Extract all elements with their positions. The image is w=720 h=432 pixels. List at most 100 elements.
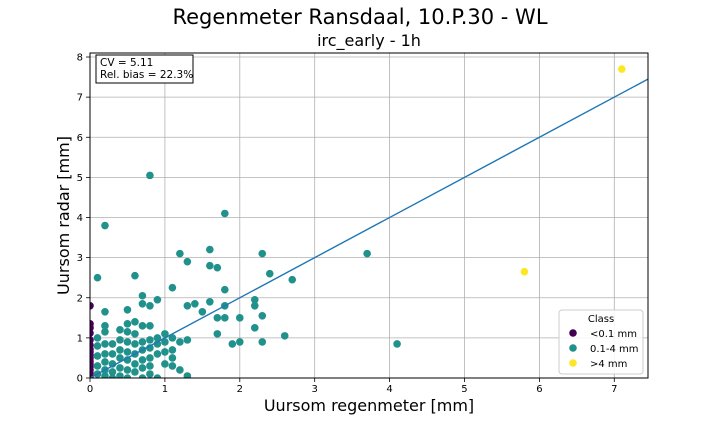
data-point-series-1	[146, 301, 154, 310]
data-point-series-1	[138, 299, 147, 308]
data-point-series-1	[393, 340, 401, 348]
data-point-series-1	[101, 322, 109, 330]
data-point-series-1	[138, 322, 147, 330]
x-tick-label: 7	[611, 384, 617, 395]
data-point-series-1	[168, 334, 177, 342]
data-point-series-1	[93, 334, 102, 342]
data-point-series-1	[146, 354, 154, 362]
legend-frame	[558, 309, 644, 375]
data-point-series-1	[138, 364, 147, 372]
data-point-series-1	[101, 340, 109, 348]
data-point-series-1	[153, 295, 162, 304]
y-tick-label: 7	[77, 93, 83, 104]
x-tick-label: 1	[162, 384, 168, 395]
data-point-series-1	[228, 340, 237, 348]
data-point-series-1	[108, 350, 117, 358]
data-point-series-1	[183, 301, 192, 310]
x-tick-label: 0	[87, 384, 93, 395]
data-point-series-1	[176, 338, 184, 346]
y-axis-label: Uursom radar [mm]	[54, 136, 73, 295]
data-point-series-1	[123, 356, 132, 364]
data-point-series-1	[138, 291, 147, 300]
data-point-series-1	[108, 374, 117, 378]
data-point-series-1	[161, 360, 169, 368]
data-point-series-1	[153, 350, 162, 358]
data-point-series-1	[101, 358, 109, 366]
data-point-series-1	[116, 346, 124, 354]
x-tick-label: 5	[461, 384, 467, 395]
data-point-series-2	[617, 65, 626, 73]
data-point-series-1	[101, 350, 109, 358]
data-point-series-1	[206, 297, 214, 306]
data-point-series-1	[191, 299, 199, 308]
data-point-series-1	[123, 374, 132, 378]
data-point-series-1	[123, 305, 132, 314]
data-point-series-1	[288, 275, 297, 284]
data-point-series-1	[101, 307, 109, 316]
y-tick-label: 5	[77, 173, 83, 184]
data-point-series-1	[280, 332, 289, 340]
data-point-series-1	[153, 374, 162, 378]
x-tick-label: 6	[536, 384, 542, 395]
data-point-series-1	[108, 340, 117, 348]
data-point-series-1	[108, 368, 117, 376]
data-point-series-1	[198, 307, 207, 316]
data-point-series-1	[206, 261, 214, 270]
data-point-series-1	[168, 283, 177, 292]
data-point-series-1	[183, 372, 192, 378]
y-tick-label: 0	[77, 374, 83, 385]
stats-box: CV = 5.11 Rel. bias = 22.3%	[95, 54, 194, 84]
data-point-series-1	[116, 354, 124, 362]
data-point-series-1	[265, 269, 274, 278]
data-point-series-1	[123, 320, 132, 328]
data-point-series-1	[101, 221, 109, 230]
x-axis-label: Uursom regenmeter [mm]	[264, 396, 474, 415]
y-tick-label: 6	[77, 133, 83, 144]
data-point-series-1	[221, 285, 229, 294]
legend-label-low: <0.1 mm	[590, 329, 637, 340]
legend-marker-mid	[569, 344, 577, 352]
data-point-series-1	[221, 209, 229, 218]
data-point-series-1	[168, 362, 177, 370]
data-point-series-1	[168, 346, 177, 354]
data-point-series-1	[131, 340, 139, 348]
data-point-series-1	[235, 314, 244, 322]
data-point-series-1	[250, 295, 259, 304]
x-tick-label: 3	[312, 384, 318, 395]
data-point-series-1	[131, 360, 139, 368]
data-point-series-1	[213, 330, 222, 338]
data-point-series-2	[520, 267, 529, 276]
data-point-series-1	[363, 249, 371, 258]
data-point-series-1	[93, 352, 102, 360]
chart-title: Regenmeter Ransdaal, 10.P.30 - WL	[172, 5, 547, 29]
data-point-series-1	[153, 334, 162, 342]
data-point-series-1	[161, 330, 169, 338]
data-point-series-1	[258, 249, 267, 258]
legend-label-high: >4 mm	[590, 359, 627, 370]
data-point-series-1	[123, 338, 132, 346]
data-point-series-1	[116, 326, 124, 334]
legend-label-mid: 0.1-4 mm	[590, 344, 639, 355]
data-point-series-1	[206, 245, 214, 254]
data-point-series-1	[138, 356, 147, 364]
data-point-series-1	[123, 328, 132, 336]
data-point-series-1	[161, 338, 169, 346]
data-point-series-1	[250, 301, 259, 310]
regression-line-group	[90, 78, 648, 378]
stats-box-frame	[95, 54, 194, 84]
data-point-series-1	[131, 318, 139, 326]
legend-marker-low	[569, 329, 577, 337]
data-point-series-1	[146, 370, 154, 378]
data-point-series-1	[138, 374, 147, 378]
chart-subtitle: irc_early - 1h	[317, 31, 421, 51]
data-point-series-1	[116, 336, 124, 344]
legend-title: Class	[588, 314, 614, 325]
axis-ticks: 0 1 2 3 4 5 6 7 0 1 2 3 4 5 6 7 8	[77, 53, 618, 395]
data-point-series-1	[153, 340, 162, 348]
y-tick-label: 8	[77, 53, 83, 64]
data-point-series-1	[183, 336, 192, 344]
data-point-series-1	[116, 372, 124, 378]
data-point-series-1	[146, 362, 154, 370]
legend: Class <0.1 mm 0.1-4 mm >4 mm	[558, 309, 644, 375]
